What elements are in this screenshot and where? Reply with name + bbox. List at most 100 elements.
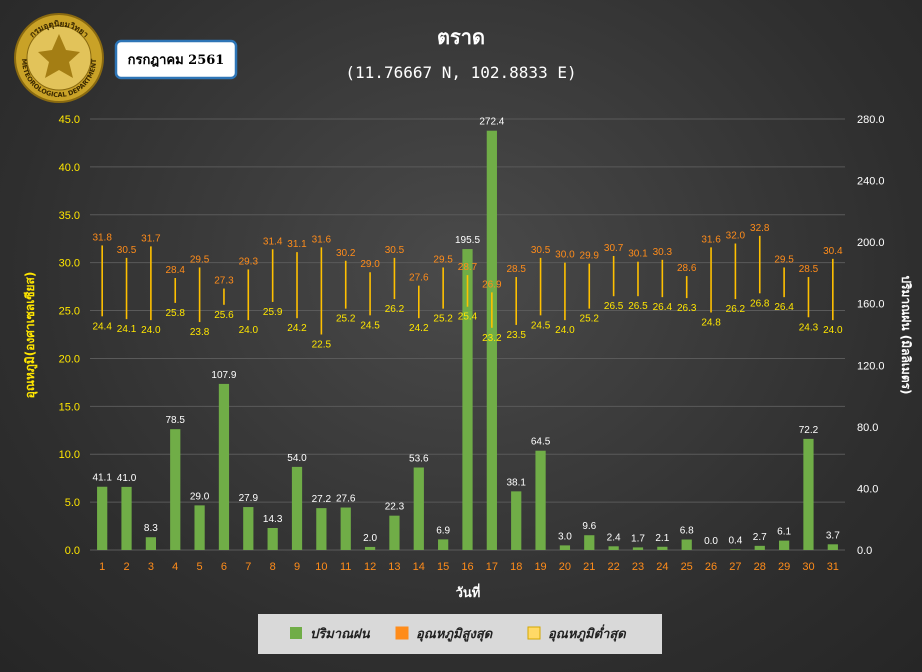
legend-label-rain: ปริมาณฝน	[310, 627, 371, 642]
min-temp-label: 26.4	[774, 302, 794, 313]
y-tick-label-right: 200.0	[857, 237, 885, 249]
rain-data-label: 2.0	[363, 533, 377, 544]
x-tick-label: 15	[437, 561, 449, 573]
min-temp-label: 26.3	[677, 303, 697, 314]
x-tick-label: 27	[729, 561, 741, 573]
max-temp-label: 30.3	[653, 247, 673, 258]
max-temp-label: 31.8	[92, 232, 112, 243]
y-tick-label-right: 240.0	[857, 176, 885, 188]
rain-data-label: 0.0	[704, 536, 718, 547]
min-temp-label: 24.3	[799, 322, 819, 333]
date-label: กรกฎาคม 2561	[128, 53, 225, 68]
rain-data-label: 6.8	[680, 526, 694, 537]
rain-bar	[364, 546, 376, 550]
x-tick-label: 13	[388, 561, 400, 573]
min-temp-label: 22.5	[312, 340, 332, 351]
y-tick-label-right: 0.0	[857, 545, 872, 557]
y-tick-label-left: 15.0	[59, 401, 80, 413]
min-temp-label: 26.4	[653, 302, 673, 313]
y-tick-label-right: 80.0	[857, 422, 878, 434]
rain-bar	[170, 429, 181, 550]
x-tick-label: 2	[123, 561, 129, 573]
x-tick-label: 14	[413, 561, 425, 573]
max-temp-label: 32.0	[726, 231, 746, 242]
rain-data-label: 53.6	[409, 453, 429, 464]
rain-data-label: 6.1	[777, 527, 791, 538]
x-tick-label: 10	[315, 561, 327, 573]
rain-data-label: 41.1	[92, 473, 112, 484]
min-temp-label: 24.8	[701, 317, 721, 328]
rain-data-label: 27.2	[312, 494, 332, 505]
x-tick-label: 4	[172, 561, 178, 573]
max-temp-label: 28.4	[166, 265, 186, 276]
max-temp-label: 31.1	[287, 239, 307, 250]
rain-data-label: 29.0	[190, 491, 210, 502]
rain-bar	[389, 515, 400, 550]
rain-bar	[584, 535, 595, 550]
y-tick-label-left: 10.0	[59, 449, 80, 461]
rain-data-label: 2.4	[607, 532, 621, 543]
x-tick-label: 16	[461, 561, 473, 573]
rain-data-label: 27.6	[336, 494, 356, 505]
max-temp-label: 31.4	[263, 236, 283, 247]
max-temp-label: 30.0	[555, 250, 575, 261]
chart-title: ตราด	[437, 25, 485, 49]
rain-bar	[754, 545, 765, 550]
min-temp-label: 23.2	[482, 333, 502, 344]
x-tick-label: 28	[754, 561, 766, 573]
legend-swatch-max	[395, 626, 409, 640]
min-temp-label: 24.5	[531, 320, 551, 331]
rain-data-label: 38.1	[506, 477, 526, 488]
max-temp-label: 30.5	[117, 245, 137, 256]
axis-ticks: 0.05.010.015.020.025.030.035.040.045.00.…	[59, 114, 885, 573]
x-tick-label: 3	[148, 561, 154, 573]
legend-label-min: อุณหภูมิต่ำสุด	[548, 624, 627, 642]
y-tick-label-left: 45.0	[59, 114, 80, 126]
x-tick-label: 23	[632, 561, 644, 573]
rain-bar	[438, 539, 449, 550]
max-temp-label: 29.9	[580, 251, 600, 262]
rain-data-label: 272.4	[479, 117, 504, 128]
x-tick-label: 6	[221, 561, 227, 573]
x-tick-label: 24	[656, 561, 668, 573]
rain-data-label: 9.6	[582, 521, 596, 532]
x-tick-label: 21	[583, 561, 595, 573]
legend: ปริมาณฝน อุณหภูมิสูงสุด อุณหภูมิต่ำสุด	[258, 614, 662, 654]
max-temp-label: 26.9	[482, 279, 502, 290]
rain-bar	[511, 491, 522, 550]
rain-data-label: 195.5	[455, 235, 480, 246]
rain-bar	[608, 546, 619, 550]
min-temp-label: 24.0	[823, 325, 843, 336]
legend-swatch-rain	[290, 627, 302, 639]
x-tick-label: 31	[827, 561, 839, 573]
rain-bar	[413, 467, 424, 550]
max-temp-label: 30.2	[336, 248, 356, 259]
y-axis-label-right: ปริมาณฝน (มิลลิเมตร)	[899, 275, 913, 394]
meteorological-department-logo: METEOROLOGICAL DEPARTMENT กรมอุตุนิยมวิท…	[14, 13, 104, 103]
max-temp-label: 28.5	[506, 264, 526, 275]
rain-data-label: 3.7	[826, 530, 840, 541]
rain-data-label: 72.2	[799, 425, 819, 436]
max-temp-label: 30.4	[823, 246, 843, 257]
min-temp-label: 25.9	[263, 307, 283, 318]
rain-bar	[632, 547, 644, 550]
x-tick-label: 8	[270, 561, 276, 573]
min-temp-label: 25.2	[433, 314, 453, 325]
max-temp-label: 27.6	[409, 273, 429, 284]
min-temp-label: 24.5	[360, 320, 380, 331]
x-tick-label: 18	[510, 561, 522, 573]
max-temp-label: 31.7	[141, 233, 161, 244]
y-tick-label-left: 5.0	[65, 497, 80, 509]
rain-data-label: 14.3	[263, 514, 283, 525]
rain-data-label: 78.5	[166, 415, 186, 426]
rain-data-label: 0.4	[728, 535, 742, 546]
min-temp-label: 26.2	[726, 304, 746, 315]
min-temp-label: 25.6	[214, 310, 234, 321]
max-temp-label: 28.5	[799, 264, 819, 275]
min-temp-label: 26.5	[604, 301, 624, 312]
rain-data-label: 1.7	[631, 533, 645, 544]
max-temp-label: 29.3	[239, 256, 259, 267]
x-tick-label: 5	[197, 561, 203, 573]
rain-bar	[730, 549, 741, 550]
rain-bar	[194, 505, 205, 550]
